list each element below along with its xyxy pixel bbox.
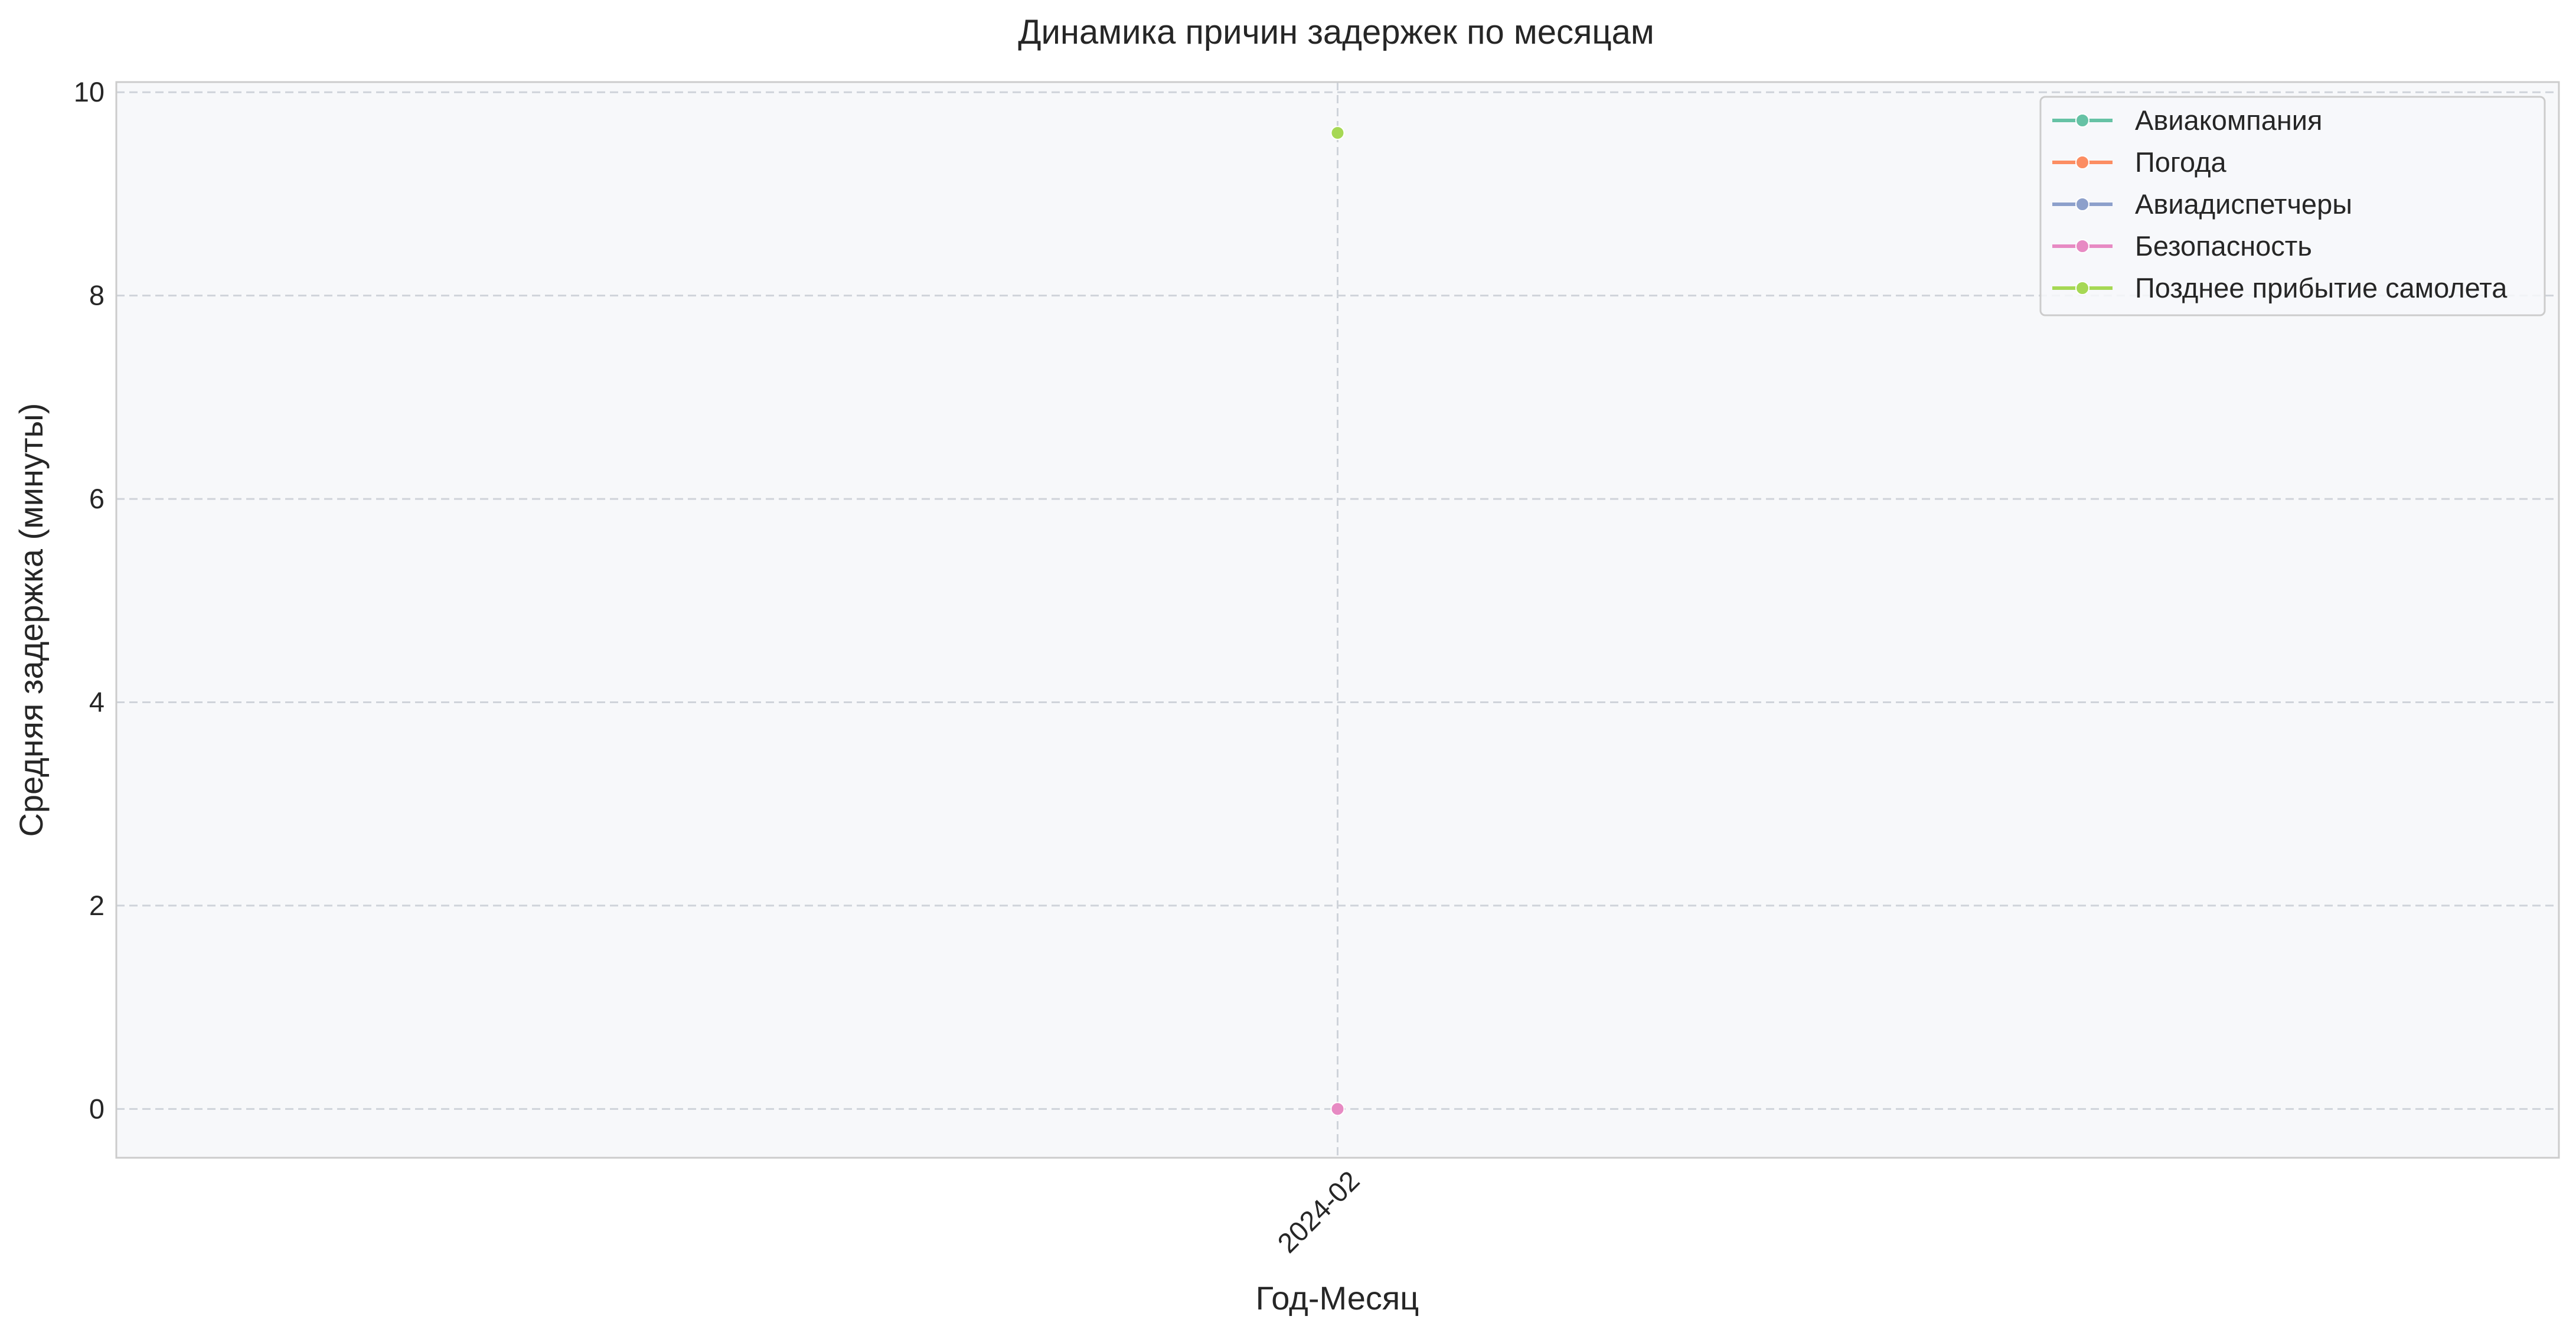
y-tick-label: 8 <box>89 280 105 311</box>
legend-marker <box>2075 197 2089 211</box>
legend-box <box>2039 96 2546 316</box>
grid <box>116 82 2559 1158</box>
data-point <box>1330 126 1345 141</box>
y-axis-label: Средняя задержка (минуты) <box>12 403 50 837</box>
legend-marker <box>2075 113 2089 128</box>
y-tick-label: 2 <box>89 890 105 921</box>
plot-frame <box>115 81 2560 1159</box>
legend-label: Авиадиспетчеры <box>2135 188 2352 220</box>
chart-title: Динамика причин задержек по месяцам <box>1018 13 1654 51</box>
legend-label: Авиакомпания <box>2135 104 2323 136</box>
legend-items: Авиакомпания Погода Авиадиспетчеры Безопасн… <box>2052 104 2508 303</box>
legend-label: Позднее прибытие самолета <box>2135 272 2508 303</box>
x-tick-label: 2024-02 <box>1271 1165 1365 1259</box>
legend-marker <box>2075 281 2089 295</box>
legend-marker <box>2075 155 2089 169</box>
y-tick-label: 6 <box>89 483 105 514</box>
legend-label: Безопасность <box>2135 230 2312 262</box>
y-tick-label: 0 <box>89 1093 105 1124</box>
x-axis-ticks: 2024-02 <box>1271 1165 1365 1259</box>
y-axis-ticks: 0 2 4 6 8 10 <box>74 76 105 1124</box>
x-axis-label: Год-Месяц <box>1256 1279 1419 1317</box>
legend-marker <box>2075 239 2089 253</box>
legend: Авиакомпания Погода Авиадиспетчеры Безопасн… <box>2039 96 2546 316</box>
y-tick-label: 10 <box>74 76 105 107</box>
series <box>1330 126 1345 1116</box>
legend-label: Погода <box>2135 146 2227 178</box>
data-point <box>1330 1102 1345 1116</box>
y-tick-label: 4 <box>89 686 105 717</box>
